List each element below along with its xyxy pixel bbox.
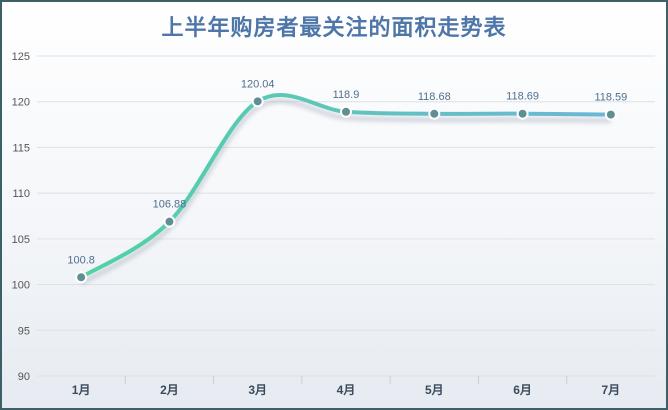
- x-tick-label: 3月: [248, 383, 267, 397]
- chart-title: 上半年购房者最关注的面积走势表: [161, 15, 507, 40]
- data-label: 118.59: [594, 92, 627, 104]
- data-point: [251, 95, 264, 108]
- series-line-shadow: [79, 98, 611, 286]
- x-tick-label: 5月: [425, 383, 444, 397]
- y-tick-label: 120: [12, 97, 30, 109]
- y-tick-label: 115: [12, 142, 30, 154]
- data-point: [75, 271, 88, 284]
- y-tick-label: 125: [12, 51, 30, 63]
- x-tick-label: 4月: [337, 383, 356, 397]
- data-point: [428, 107, 441, 120]
- data-label: 118.68: [418, 91, 451, 103]
- data-point: [604, 108, 617, 121]
- data-point: [516, 107, 529, 120]
- x-tick-label: 2月: [160, 383, 179, 397]
- data-label: 118.9: [333, 89, 360, 101]
- data-label: 100.8: [67, 254, 95, 266]
- data-point: [163, 215, 176, 228]
- data-label: 106.88: [153, 199, 187, 211]
- series-line: [79, 92, 613, 280]
- data-point: [340, 105, 352, 118]
- x-tick-label: 6月: [513, 383, 532, 397]
- data-label: 120.04: [241, 78, 275, 90]
- y-tick-label: 105: [12, 234, 30, 246]
- data-label: 118.69: [506, 91, 539, 103]
- x-tick-label: 1月: [72, 383, 91, 397]
- y-tick-label: 100: [12, 280, 30, 292]
- x-tick-label: 7月: [602, 383, 621, 397]
- y-tick-label: 110: [12, 188, 30, 200]
- y-tick-label: 90: [18, 371, 30, 383]
- y-tick-label: 95: [18, 325, 30, 337]
